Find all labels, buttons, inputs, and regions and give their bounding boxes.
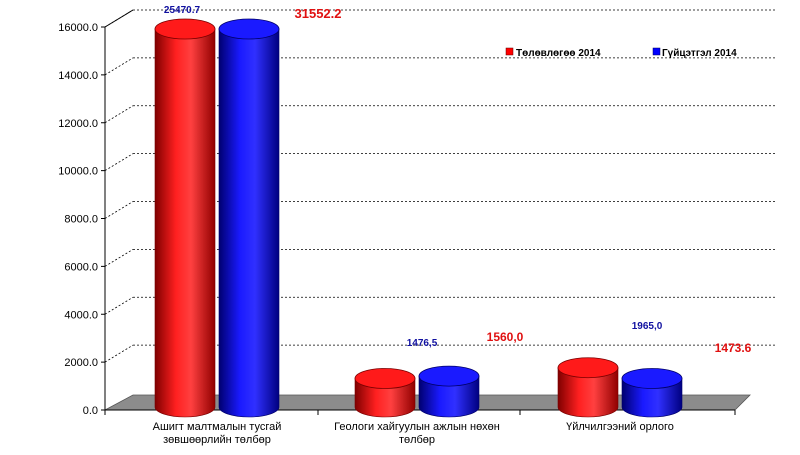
y-tick-label: 12000.0	[58, 118, 98, 130]
y-tick-label: 2000.0	[64, 357, 98, 369]
y-tick-label: 8000.0	[64, 214, 98, 226]
gridlines	[104, 9, 775, 363]
data-label: 1476,5	[407, 338, 438, 349]
legend-label-actual: Гүйцэтгэл 2014	[662, 48, 737, 59]
legend-label-plan: Төлөвлөгөө 2014	[516, 48, 601, 59]
bar-body	[557, 367, 619, 418]
data-label: 1965,0	[632, 321, 663, 332]
y-tick-label: 4000.0	[64, 309, 98, 321]
y-tick-label: 10000.0	[58, 166, 98, 178]
data-labels: 25470.7 31552.2 1476,5 1560,0 1965,0 1473.6	[164, 5, 752, 355]
y-tick-label: 14000.0	[58, 70, 98, 82]
y-tick-label: 0.0	[83, 405, 98, 417]
bar-plan-2	[557, 357, 619, 418]
data-label: 1560,0	[487, 330, 524, 344]
data-label: 25470.7	[164, 5, 201, 16]
bar-top	[557, 357, 619, 379]
bar-top	[154, 18, 216, 40]
data-label: 1473.6	[715, 341, 752, 355]
bar-top	[418, 365, 480, 387]
legend: Төлөвлөгөө 2014 Гүйцэтгэл 2014	[505, 47, 737, 59]
bar-actual-0	[218, 18, 280, 418]
bars	[154, 18, 683, 418]
bar-body	[154, 28, 216, 418]
y-tick-label: 16000.0	[58, 22, 98, 34]
category-label: Геологи хайгуулын ажлын нөхөн	[334, 421, 500, 433]
category-label: төлбөр	[399, 434, 435, 446]
gridline	[104, 57, 134, 76]
category-label: Үйлчилгээний орлого	[566, 421, 674, 433]
gridline	[104, 153, 134, 171]
gridline	[104, 105, 134, 124]
bar-body	[418, 375, 480, 418]
bar-top	[621, 368, 683, 389]
gridline	[104, 296, 134, 315]
y-axis: 0.0 2000.0 4000.0 6000.0 8000.0 10000.0 12000.…	[58, 9, 134, 417]
bar-actual-1	[418, 365, 480, 418]
category-label: зөвшөөрлийн төлбөр	[163, 434, 271, 446]
bar-actual-2	[621, 368, 683, 418]
bar-plan-1	[354, 368, 416, 418]
legend-swatch-actual	[652, 47, 661, 56]
bar-body	[218, 28, 280, 418]
y-axis-back-line	[104, 9, 134, 28]
bar-body	[621, 378, 683, 418]
bar-body	[354, 378, 416, 418]
gridline	[104, 249, 134, 267]
bar-top	[218, 18, 280, 40]
gridline	[104, 344, 134, 363]
legend-swatch-plan	[505, 47, 514, 56]
data-label: 31552.2	[295, 6, 342, 21]
y-tick-label: 6000.0	[64, 261, 98, 273]
bar-plan-0	[154, 18, 216, 418]
category-label: Ашигт малтмалын тусгай	[153, 421, 282, 433]
gridline	[104, 201, 134, 219]
bar-top	[354, 368, 416, 389]
